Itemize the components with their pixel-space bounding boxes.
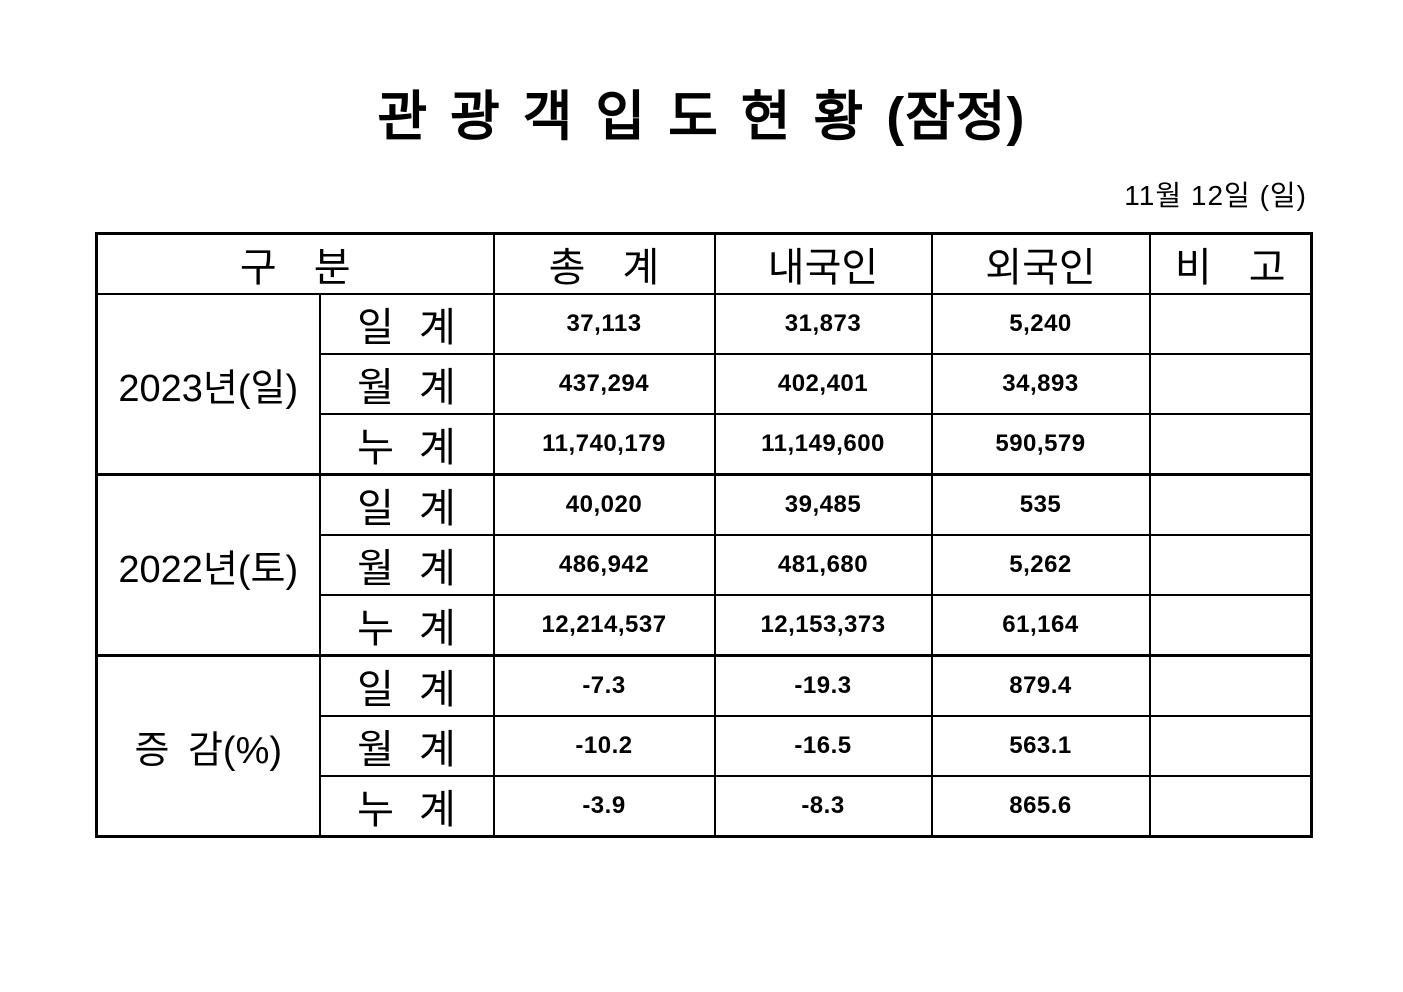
cell-remarks <box>1148 715 1313 778</box>
row-group-2023: 2023년(일) <box>95 293 321 476</box>
cell-remarks <box>1148 534 1313 597</box>
cell-remarks <box>1148 413 1313 476</box>
cell-foreign: 5,262 <box>930 534 1151 597</box>
row-label-cumulative: 누 계 <box>318 413 495 476</box>
cell-total: 40,020 <box>492 473 716 537</box>
table-row: 2022년(토) 일 계 40,020 39,485 535 <box>95 473 1313 657</box>
cell-remarks <box>1148 473 1313 537</box>
col-header-foreign: 외국인 <box>930 232 1151 296</box>
cell-total: 486,942 <box>492 534 716 597</box>
row-label-daily: 일 계 <box>318 654 495 718</box>
cell-remarks <box>1148 775 1313 838</box>
cell-total: 11,740,179 <box>492 413 716 476</box>
cell-domestic: 402,401 <box>713 353 933 416</box>
cell-foreign: 61,164 <box>930 594 1151 657</box>
document-title: 관 광 객 입 도 현 황 (잠정) <box>377 87 1026 147</box>
col-header-total: 총 계 <box>492 232 716 296</box>
cell-total: 12,214,537 <box>492 594 716 657</box>
row-group-change-percent: 증 감(%) <box>95 654 321 838</box>
cell-domestic: 12,153,373 <box>713 594 933 657</box>
cell-foreign: 5,240 <box>930 293 1151 356</box>
row-label-monthly: 월 계 <box>318 715 495 778</box>
col-header-remarks: 비 고 <box>1148 232 1313 296</box>
row-label-cumulative: 누 계 <box>318 775 495 838</box>
cell-foreign: 590,579 <box>930 413 1151 476</box>
cell-foreign: 535 <box>930 473 1151 537</box>
cell-remarks <box>1148 654 1313 718</box>
row-label-daily: 일 계 <box>318 293 495 356</box>
row-label-monthly: 월 계 <box>318 353 495 416</box>
row-label-monthly: 월 계 <box>318 534 495 597</box>
table-row: 월 계 437,294 402,401 34,893 <box>97 353 1313 416</box>
table-header-row: 구 분 총 계 내국인 외국인 비 고 <box>95 232 1313 296</box>
cell-domestic: 481,680 <box>713 534 933 597</box>
cell-foreign: 34,893 <box>930 353 1151 416</box>
table-row: 누 계 -3.9 -8.3 865.6 <box>97 775 1313 838</box>
table-row: 월 계 -10.2 -16.5 563.1 <box>97 715 1313 778</box>
cell-remarks <box>1148 594 1313 657</box>
cell-domestic: -8.3 <box>713 775 933 838</box>
cell-domestic: -16.5 <box>713 715 933 778</box>
table-row: 2023년(일) 일 계 37,113 31,873 5,240 <box>95 293 1313 476</box>
row-label-daily: 일 계 <box>318 473 495 537</box>
cell-remarks <box>1148 353 1313 416</box>
table-row: 누 계 12,214,537 12,153,373 61,164 <box>97 594 1313 657</box>
cell-foreign: 563.1 <box>930 715 1151 778</box>
report-date: 11월 12일 (일) <box>1124 180 1307 212</box>
cell-domestic: 39,485 <box>713 473 933 537</box>
col-header-domestic: 내국인 <box>713 232 933 296</box>
cell-foreign: 879.4 <box>930 654 1151 718</box>
row-label-cumulative: 누 계 <box>318 594 495 657</box>
table-row: 누 계 11,740,179 11,149,600 590,579 <box>97 413 1313 476</box>
cell-total: 37,113 <box>492 293 716 356</box>
row-group-2022: 2022년(토) <box>95 473 321 657</box>
table-row: 증 감(%) 일 계 -7.3 -19.3 879.4 <box>95 654 1313 838</box>
cell-foreign: 865.6 <box>930 775 1151 838</box>
cell-total: -3.9 <box>492 775 716 838</box>
cell-domestic: 11,149,600 <box>713 413 933 476</box>
cell-total: -10.2 <box>492 715 716 778</box>
cell-total: 437,294 <box>492 353 716 416</box>
cell-domestic: 31,873 <box>713 293 933 356</box>
cell-remarks <box>1148 293 1313 356</box>
col-header-category: 구 분 <box>95 232 495 296</box>
cell-total: -7.3 <box>492 654 716 718</box>
tourist-arrivals-table: 구 분 총 계 내국인 외국인 비 고 2023년(일) 일 계 37,113 … <box>95 232 1313 839</box>
cell-domestic: -19.3 <box>713 654 933 718</box>
table-row: 월 계 486,942 481,680 5,262 <box>97 534 1313 597</box>
